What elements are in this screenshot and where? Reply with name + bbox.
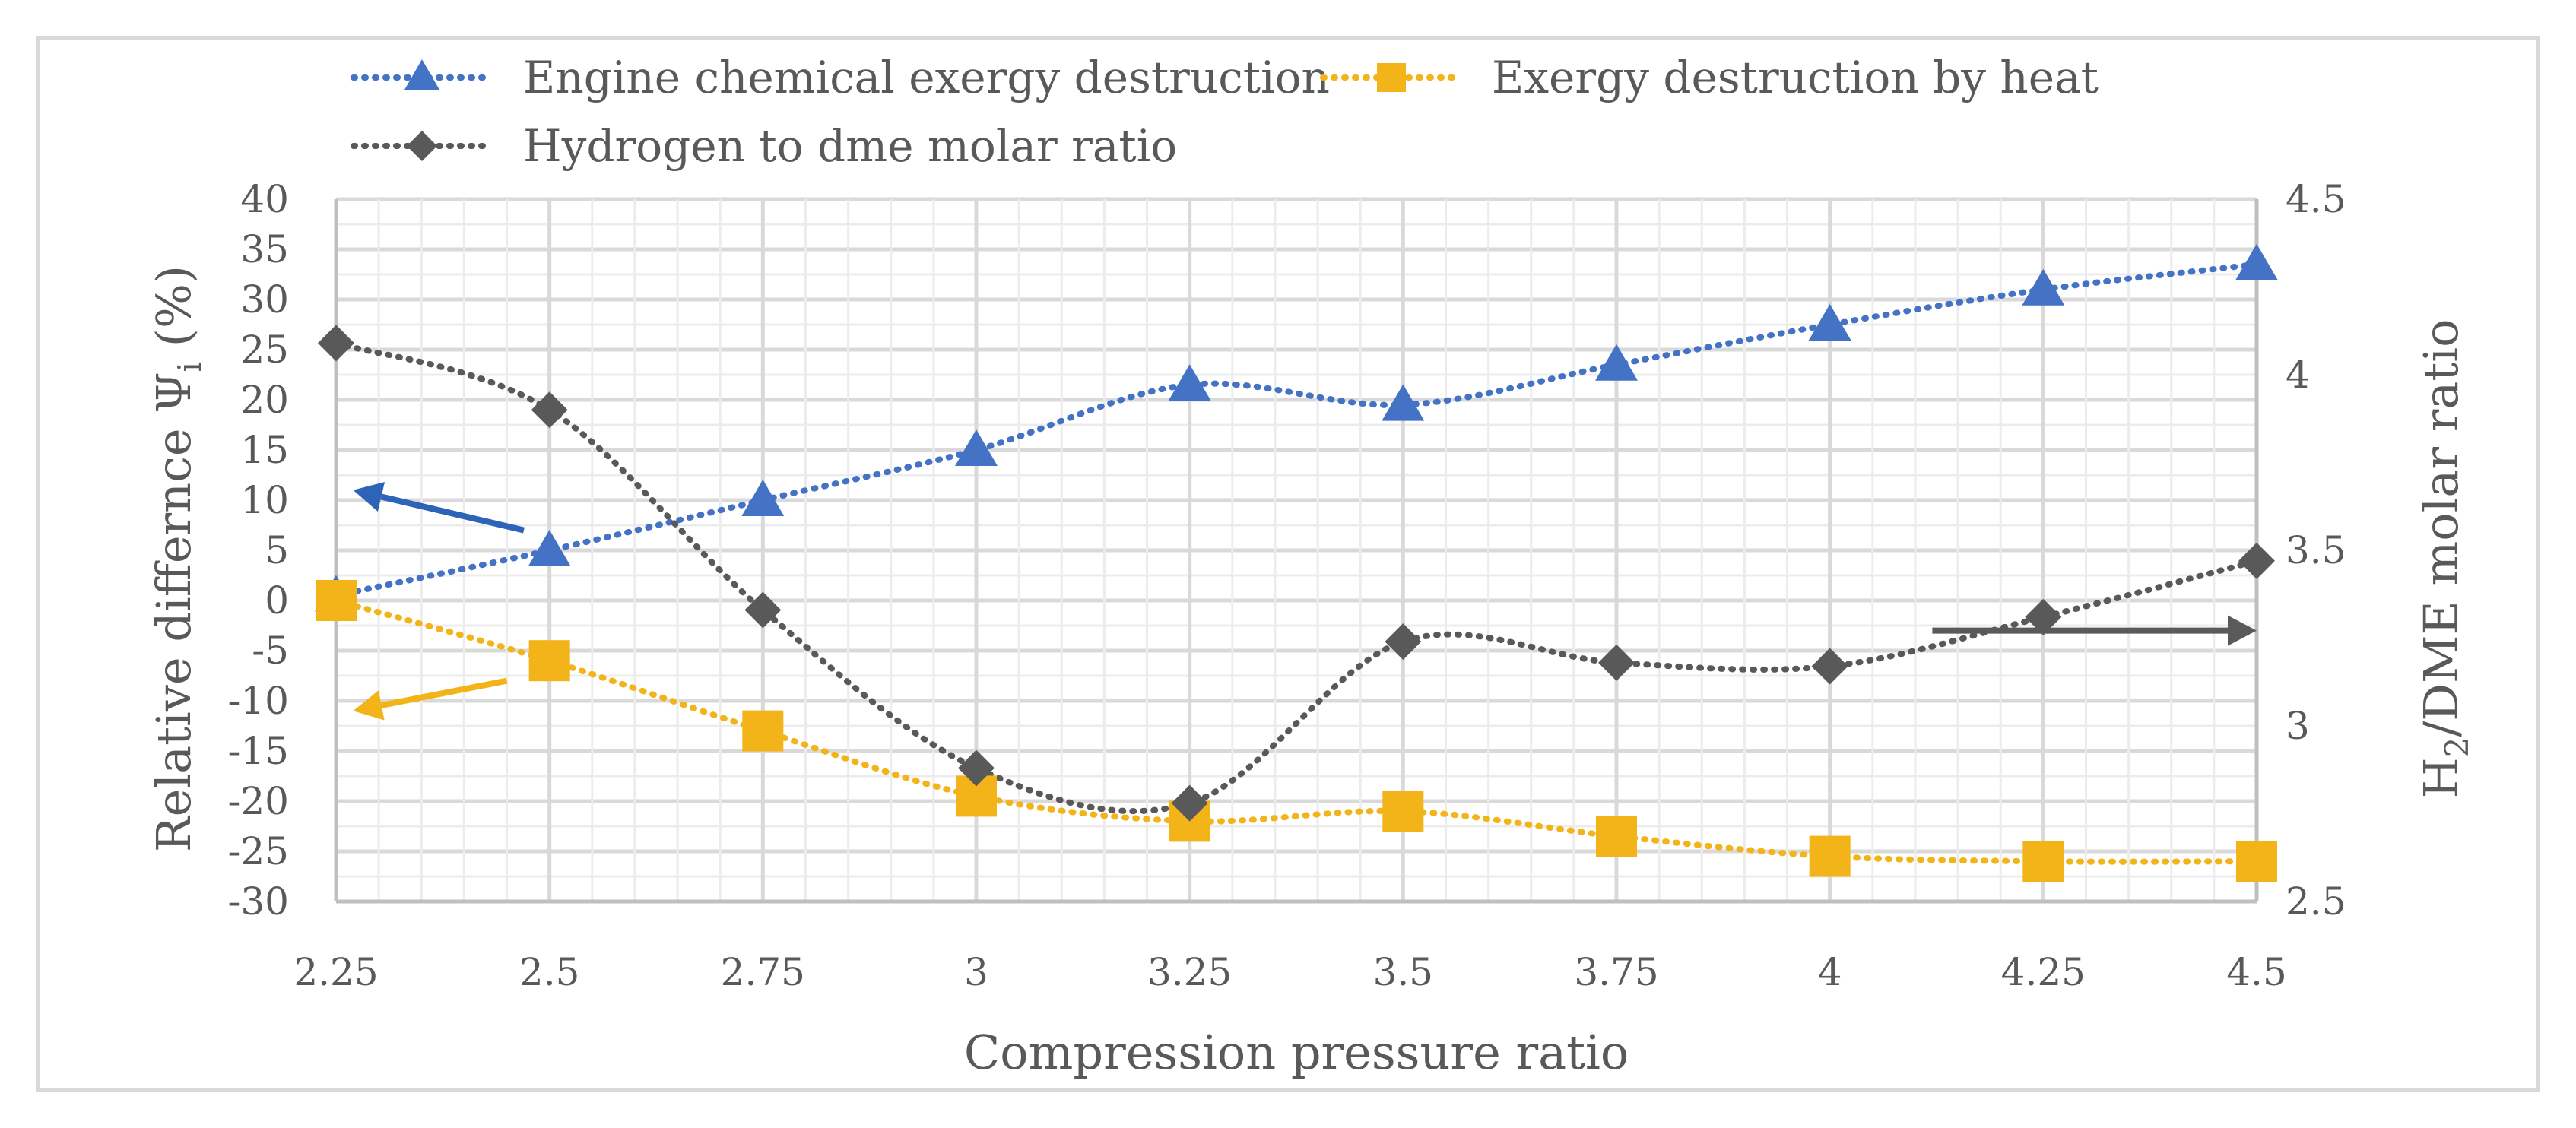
- y-left-tick-label: 10: [240, 478, 289, 522]
- y-right-tick-label: 4.5: [2286, 177, 2346, 221]
- y-left-tick-label: 0: [265, 578, 289, 623]
- y-right-tick-label: 3: [2286, 704, 2310, 748]
- x-tick-label: 3.75: [1574, 950, 1658, 994]
- legend-item-exergy-heat: Exergy destruction by heat: [1320, 52, 2099, 103]
- y-right-title-post: /DME molar ratio: [2413, 319, 2469, 737]
- legend: Engine chemical exergy destruction Exerg…: [351, 52, 2099, 172]
- y-left-tick-label: -20: [227, 779, 289, 823]
- y-right-tick-label: 2.5: [2286, 879, 2346, 924]
- data-point-triangle: [1382, 384, 1425, 421]
- y-right-tick-labels: 2.5 3 3.5 4 4.5: [2286, 177, 2346, 924]
- x-tick-label: 2.5: [519, 950, 580, 994]
- data-point-triangle: [1168, 364, 1211, 401]
- y-right-title-subscript: 2: [2438, 737, 2476, 758]
- y-left-title-subscript: i: [171, 362, 208, 372]
- legend-label-exergy-heat: Exergy destruction by heat: [1492, 52, 2099, 103]
- y-left-tick-label: -30: [227, 879, 289, 924]
- series-markers: [315, 243, 2278, 882]
- y-left-axis-title: Relative differnce Ψi (%): [146, 265, 208, 852]
- data-point-square: [1596, 816, 1637, 857]
- series-line-0: [333, 261, 2260, 599]
- x-tick-label: 4.5: [2226, 950, 2287, 994]
- data-point-square: [1809, 835, 1851, 877]
- chart-frame: [36, 36, 2540, 1092]
- arrow-shaft-1: [380, 677, 508, 708]
- y-left-tick-label: -25: [227, 829, 289, 873]
- data-point-square: [2022, 841, 2064, 882]
- y-left-tick-label: 25: [240, 328, 289, 372]
- data-point-diamond: [531, 391, 568, 429]
- arrow-head-2: [2228, 615, 2257, 646]
- data-point-square: [1382, 791, 1424, 832]
- x-tick-label: 2.25: [293, 950, 378, 994]
- data-point-square: [742, 710, 784, 752]
- y-right-tick-label: 3.5: [2286, 528, 2346, 572]
- legend-item-hydrogen-dme: Hydrogen to dme molar ratio: [351, 120, 1177, 172]
- y-left-title-main: Relative differnce Ψ: [146, 372, 201, 852]
- y-left-tick-label: 40: [240, 177, 289, 221]
- x-tick-labels: 2.25 2.5 2.75 3 3.25 3.5 3.75 4 4.25 4.5: [293, 950, 2286, 994]
- arrow-shaft-0: [380, 493, 525, 534]
- legend-diamond-icon: [407, 131, 437, 161]
- annotation-arrows: [353, 482, 2257, 721]
- y-left-tick-label: 15: [240, 428, 289, 472]
- series-line-1: [333, 597, 2260, 865]
- x-tick-label: 2.75: [721, 950, 805, 994]
- data-point-triangle: [1808, 304, 1851, 341]
- arrow-head-1: [353, 690, 385, 721]
- data-point-square: [316, 580, 357, 621]
- data-point-diamond: [1811, 648, 1848, 685]
- data-point-triangle: [1595, 344, 1638, 381]
- data-point-triangle: [528, 530, 571, 566]
- y-left-tick-label: -10: [227, 679, 289, 723]
- legend-triangle-icon: [404, 59, 439, 90]
- data-point-triangle: [955, 429, 998, 466]
- data-point-square: [2236, 841, 2277, 882]
- data-point-triangle: [2235, 243, 2278, 280]
- data-point-diamond: [1385, 623, 1422, 661]
- x-axis-title: Compression pressure ratio: [964, 1025, 1629, 1080]
- y-left-tick-label: 35: [240, 227, 289, 271]
- x-tick-label: 4.25: [2001, 950, 2086, 994]
- x-tick-label: 3.5: [1373, 950, 1434, 994]
- arrow-head-0: [353, 482, 385, 512]
- series-line-2: [333, 340, 2260, 815]
- data-point-square: [528, 640, 570, 682]
- legend-square-icon: [1377, 63, 1406, 92]
- data-point-diamond: [1171, 784, 1208, 822]
- y-right-tick-label: 4: [2286, 353, 2310, 397]
- y-left-tick-labels: -30 -25 -20 -15 -10 -5 0 5 10 15 20 25 30 35 40: [227, 177, 289, 924]
- data-point-diamond: [2025, 598, 2062, 635]
- legend-item-engine-chemical: Engine chemical exergy destruction: [351, 52, 1330, 103]
- y-left-tick-label: 30: [240, 277, 289, 322]
- x-tick-label: 3.25: [1147, 950, 1232, 994]
- y-right-axis-title: H2/DME molar ratio: [2413, 319, 2476, 799]
- legend-label-hydrogen-dme: Hydrogen to dme molar ratio: [523, 120, 1177, 172]
- y-left-title-unit: (%): [146, 265, 201, 362]
- x-tick-label: 4: [1818, 950, 1842, 994]
- legend-label-engine-chemical: Engine chemical exergy destruction: [523, 52, 1330, 103]
- series-lines: [333, 261, 2260, 865]
- y-right-title-pre: H: [2413, 757, 2469, 798]
- data-point-diamond: [958, 749, 995, 787]
- data-point-triangle: [2022, 268, 2065, 306]
- x-tick-label: 3: [964, 950, 988, 994]
- y-left-tick-label: -15: [227, 729, 289, 773]
- y-left-tick-label: -5: [252, 629, 289, 673]
- data-point-triangle: [741, 480, 785, 516]
- data-point-diamond: [1598, 644, 1635, 681]
- y-left-tick-label: 20: [240, 378, 289, 422]
- y-left-tick-label: 5: [265, 528, 289, 572]
- data-point-diamond: [318, 325, 354, 362]
- data-point-diamond: [744, 591, 782, 629]
- data-point-diamond: [2238, 542, 2275, 579]
